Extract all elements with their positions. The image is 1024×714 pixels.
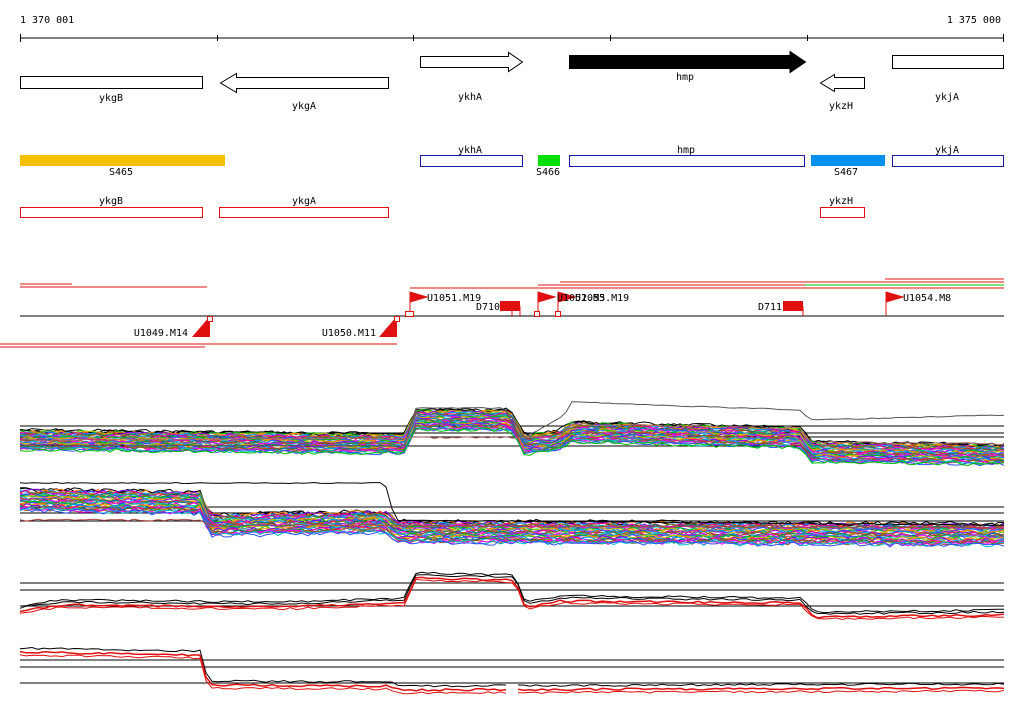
segment-label: S467 bbox=[834, 167, 858, 178]
expression-summary-reverse bbox=[19, 646, 1005, 695]
expression-track-reverse bbox=[19, 481, 1005, 548]
site-label-D710[interactable]: D710 bbox=[476, 302, 500, 313]
gene-label: hmp bbox=[676, 72, 694, 83]
profile-line bbox=[19, 507, 1005, 548]
profile-line bbox=[19, 427, 1005, 467]
profile-line bbox=[19, 654, 507, 695]
gene-label: ykzH bbox=[829, 101, 853, 112]
profile-line bbox=[517, 686, 1005, 692]
profile-line bbox=[19, 417, 1005, 458]
segment-label: S466 bbox=[536, 167, 560, 178]
profile-line bbox=[19, 507, 1005, 548]
profile-line bbox=[19, 481, 1005, 526]
ruler-end-label: 1 375 000 bbox=[947, 15, 1001, 26]
gene-label: ykgA bbox=[292, 101, 316, 112]
gene-ykjA[interactable]: ykjA bbox=[892, 55, 1004, 104]
profile-line bbox=[19, 650, 507, 692]
gene-label: ykjA bbox=[935, 92, 959, 103]
gene-ykhA[interactable]: ykhA bbox=[420, 51, 524, 104]
feature-label: ykgB bbox=[99, 196, 123, 207]
profile-line bbox=[19, 518, 1005, 530]
profile-line bbox=[19, 491, 1005, 532]
coordinate-ruler: 1 370 001 1 375 000 bbox=[20, 15, 1004, 42]
profile-line bbox=[517, 689, 1005, 695]
segment-label: hmp bbox=[677, 145, 695, 156]
profile-line bbox=[19, 646, 507, 688]
segment-ykjA[interactable]: ykjA bbox=[892, 145, 1004, 167]
profile-line bbox=[517, 682, 1005, 687]
site-label-U1051[interactable]: U1051.M19 bbox=[427, 293, 481, 304]
profile-line bbox=[19, 422, 1005, 446]
segment-track: S465 ykhA S466 hmp S467 ykjA bbox=[20, 145, 1004, 178]
site-label-U1052[interactable]: U1052.M5 bbox=[557, 293, 605, 304]
gene-ykzH[interactable]: ykzH bbox=[819, 73, 865, 113]
profile-line bbox=[19, 401, 1005, 447]
site-track: U1051.M19 D710 U1052.M5 U1053.M19 D711 U… bbox=[0, 278, 1004, 348]
gene-hmp[interactable]: hmp bbox=[569, 50, 807, 84]
feature-ykzH[interactable]: ykzH bbox=[820, 196, 865, 218]
segment-S466[interactable]: S466 bbox=[536, 155, 560, 178]
expression-summary-forward bbox=[19, 571, 1005, 621]
feature-label: ykzH bbox=[829, 196, 853, 207]
segment-label: ykjA bbox=[935, 145, 959, 156]
profile-line bbox=[19, 578, 1005, 621]
gene-ykgB[interactable]: ykgB bbox=[20, 76, 203, 105]
site-label-U1053[interactable]: U1053.M19 bbox=[575, 293, 629, 304]
site-label-U1049[interactable]: U1049.M14 bbox=[134, 328, 188, 339]
profile-line bbox=[19, 497, 1005, 536]
site-label-D711[interactable]: D711 bbox=[758, 302, 782, 313]
gene-track: ykgB ykgA ykhA hmp ykzH ykjA bbox=[20, 50, 1004, 113]
profile-line bbox=[19, 574, 1005, 615]
feature-label: ykgA bbox=[292, 196, 316, 207]
segment-S467[interactable]: S467 bbox=[811, 155, 885, 178]
segment-label: S465 bbox=[109, 167, 133, 178]
site-label-U1054[interactable]: U1054.M8 bbox=[903, 293, 951, 304]
gene-label: ykgB bbox=[99, 93, 123, 104]
profile-line bbox=[19, 576, 1005, 619]
gene-ykgA[interactable]: ykgA bbox=[219, 72, 389, 113]
segment-ykhA[interactable]: ykhA bbox=[420, 145, 523, 167]
transcript-lines bbox=[0, 278, 1004, 348]
segment-S465[interactable]: S465 bbox=[20, 155, 225, 178]
gene-label: ykhA bbox=[458, 92, 482, 103]
site-label-U1050[interactable]: U1050.M11 bbox=[322, 328, 376, 339]
promoter-markers bbox=[192, 291, 905, 337]
feature-ykgA[interactable]: ykgA bbox=[219, 196, 389, 218]
profile-line bbox=[19, 411, 1005, 450]
feature-track: ykgB ykgA ykzH bbox=[20, 196, 865, 218]
ruler-start-label: 1 370 001 bbox=[20, 15, 74, 26]
segment-hmp[interactable]: hmp bbox=[569, 145, 805, 167]
feature-ykgB[interactable]: ykgB bbox=[20, 196, 203, 218]
profile-line bbox=[19, 420, 1005, 460]
expression-track-forward bbox=[19, 401, 1005, 467]
segment-label: ykhA bbox=[458, 145, 482, 156]
profile-line bbox=[19, 571, 1005, 614]
